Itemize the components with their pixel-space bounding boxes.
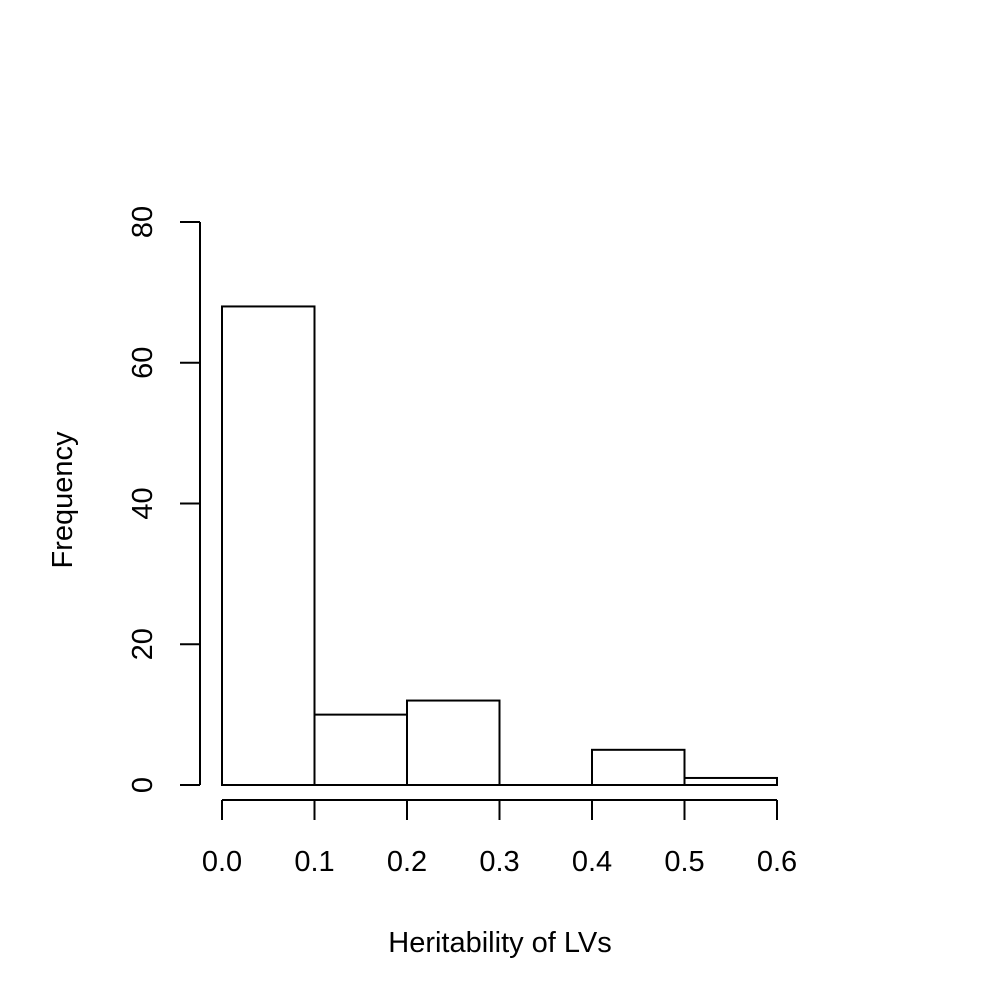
x-tick-label: 0.6 [757, 846, 797, 878]
histogram-bar-5 [683, 776, 778, 787]
histogram-bar-2 [406, 699, 501, 786]
x-tick-label: 0.1 [294, 846, 334, 878]
x-axis-title: Heritability of LVs [388, 927, 612, 959]
y-axis-title: Frequency [47, 431, 79, 569]
x-axis: 0.0 0.1 0.2 0.3 0.4 0.5 0.6 [202, 799, 797, 878]
x-tick-label: 0.2 [387, 846, 427, 878]
y-tick-label: 40 [127, 487, 159, 519]
y-axis: 0 20 40 60 80 [127, 206, 201, 793]
x-tick-label: 0.3 [479, 846, 519, 878]
histogram-bar-0 [221, 305, 316, 786]
histogram-bar-1 [313, 713, 408, 786]
y-tick-label: 20 [127, 628, 159, 660]
histogram-bar-4 [591, 748, 686, 786]
y-tick-label: 0 [127, 777, 159, 793]
y-tick-label: 80 [127, 206, 159, 238]
x-tick-label: 0.0 [202, 846, 242, 878]
x-tick-label: 0.4 [572, 846, 612, 878]
x-tick-label: 0.5 [664, 846, 704, 878]
y-tick-label: 60 [127, 347, 159, 379]
histogram-bars [221, 305, 778, 787]
